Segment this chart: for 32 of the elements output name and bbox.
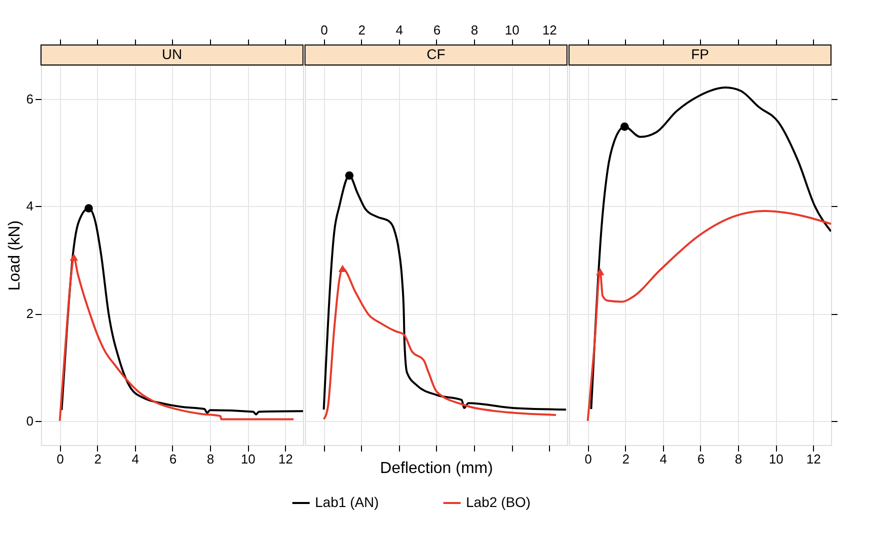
x-tick-label: 6: [433, 22, 441, 38]
x-tick-label: 12: [278, 452, 293, 466]
chart-title: CF: [426, 46, 446, 62]
y-axis-title: Load (kN): [6, 220, 24, 291]
x-tick-label: 12: [806, 452, 821, 466]
x-tick-label: 6: [697, 452, 705, 466]
x-tick-label: 10: [504, 22, 520, 38]
x-tick-label: 4: [396, 22, 404, 38]
x-tick-label: 2: [94, 452, 102, 466]
x-tick-label: 8: [734, 452, 742, 466]
x-tick-label: 10: [768, 452, 784, 466]
y-tick-label: 4: [26, 198, 34, 214]
x-tick-label: 2: [622, 452, 630, 466]
y-tick-label: 0: [26, 413, 34, 428]
x-tick-label: 0: [56, 452, 64, 466]
chart-title: UN: [162, 46, 182, 62]
x-tick-label: 4: [132, 452, 140, 466]
x-tick-label: 2: [358, 22, 366, 38]
x-tick-label: 4: [660, 452, 668, 466]
y-tick-label: 6: [26, 91, 34, 106]
legend-label: Lab2 (BO): [466, 494, 531, 510]
x-tick-label: 8: [470, 22, 478, 38]
x-axis-title: Deflection (mm): [380, 460, 493, 477]
x-tick-label: 10: [240, 452, 256, 466]
x-tick-label: 8: [206, 452, 214, 466]
x-tick-label: 0: [584, 452, 592, 466]
legend-label: Lab1 (AN): [315, 494, 379, 510]
y-tick-label: 2: [26, 306, 34, 322]
x-tick-label: 12: [542, 22, 557, 38]
chart-title: FP: [691, 46, 709, 62]
x-tick-label: 6: [169, 452, 177, 466]
x-tick-label: 0: [320, 22, 328, 38]
